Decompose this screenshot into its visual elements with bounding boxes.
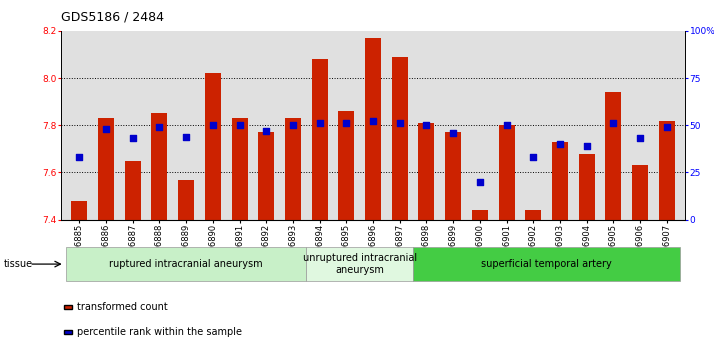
Bar xyxy=(552,142,568,220)
Bar xyxy=(98,118,114,220)
Point xyxy=(367,119,378,125)
Text: superficial temporal artery: superficial temporal artery xyxy=(481,259,612,269)
Point xyxy=(261,128,272,134)
Bar xyxy=(445,132,461,220)
Bar xyxy=(365,38,381,220)
Bar xyxy=(498,125,515,220)
Point xyxy=(154,124,165,130)
Bar xyxy=(659,121,675,220)
Bar xyxy=(231,118,248,220)
Bar xyxy=(178,180,194,220)
Point xyxy=(528,154,539,160)
Bar xyxy=(338,111,354,220)
Bar xyxy=(632,166,648,220)
Bar xyxy=(578,154,595,220)
Point xyxy=(554,141,565,147)
Point xyxy=(207,122,218,128)
Bar xyxy=(392,57,408,220)
Text: transformed count: transformed count xyxy=(77,302,168,312)
Text: percentile rank within the sample: percentile rank within the sample xyxy=(77,327,242,337)
Text: tissue: tissue xyxy=(4,259,33,269)
Bar xyxy=(205,73,221,220)
Bar xyxy=(71,201,87,220)
Point xyxy=(608,121,619,126)
Point xyxy=(634,135,645,141)
Point xyxy=(74,154,85,160)
Bar xyxy=(605,92,621,220)
Bar xyxy=(418,123,435,220)
Point xyxy=(421,122,432,128)
Bar xyxy=(526,210,541,220)
Point xyxy=(661,124,673,130)
Point xyxy=(501,122,512,128)
Point xyxy=(581,143,593,149)
Bar xyxy=(311,59,328,220)
Bar xyxy=(285,118,301,220)
Point xyxy=(394,121,406,126)
Text: unruptured intracranial
aneurysm: unruptured intracranial aneurysm xyxy=(303,253,417,275)
Point xyxy=(448,130,459,136)
Point xyxy=(181,134,192,139)
Point xyxy=(234,122,246,128)
Bar xyxy=(151,114,168,220)
Point xyxy=(101,126,112,132)
Bar xyxy=(472,210,488,220)
Text: ruptured intracranial aneurysm: ruptured intracranial aneurysm xyxy=(109,259,263,269)
Text: GDS5186 / 2484: GDS5186 / 2484 xyxy=(61,11,164,24)
Point xyxy=(287,122,298,128)
Point xyxy=(314,121,326,126)
Point xyxy=(341,121,352,126)
Bar xyxy=(125,161,141,220)
Point xyxy=(474,179,486,185)
Bar xyxy=(258,132,274,220)
Point xyxy=(127,135,139,141)
